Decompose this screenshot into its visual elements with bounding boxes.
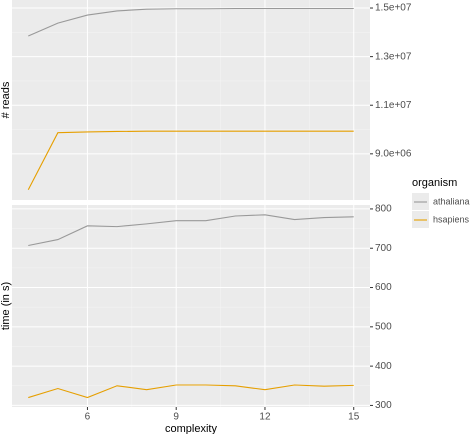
y-tick-label: 800: [375, 204, 392, 215]
legend-label: athaliana: [433, 196, 470, 206]
y-axis-title: # reads: [0, 81, 12, 118]
y-tick-label: 300: [375, 400, 392, 411]
x-axis-title: complexity: [165, 423, 217, 434]
y-tick-label: 700: [375, 243, 392, 254]
legend-title: organism: [412, 177, 457, 189]
legend-label: hsapiens: [433, 214, 470, 224]
y-tick-label: 500: [375, 321, 392, 332]
series-line: [28, 7, 354, 37]
y-tick-label: 400: [375, 361, 392, 372]
panel-background: [12, 0, 370, 200]
y-axis-title: time (in s): [0, 282, 12, 330]
x-tick-label: 15: [348, 412, 360, 423]
x-tick-label: 6: [85, 412, 91, 423]
series-line: [27, 130, 354, 191]
panel-background: [12, 205, 370, 407]
y-tick-label: 1.3e+07: [375, 51, 412, 62]
x-tick-label: 12: [259, 412, 271, 423]
y-tick-label: 1.1e+07: [375, 100, 412, 111]
series-line: [28, 214, 354, 247]
y-tick-label: 1.5e+07: [375, 3, 412, 14]
x-tick-label: 9: [173, 412, 179, 423]
y-tick-label: 600: [375, 282, 392, 293]
y-tick-label: 9.0e+06: [375, 148, 412, 159]
series-line: [28, 384, 354, 399]
